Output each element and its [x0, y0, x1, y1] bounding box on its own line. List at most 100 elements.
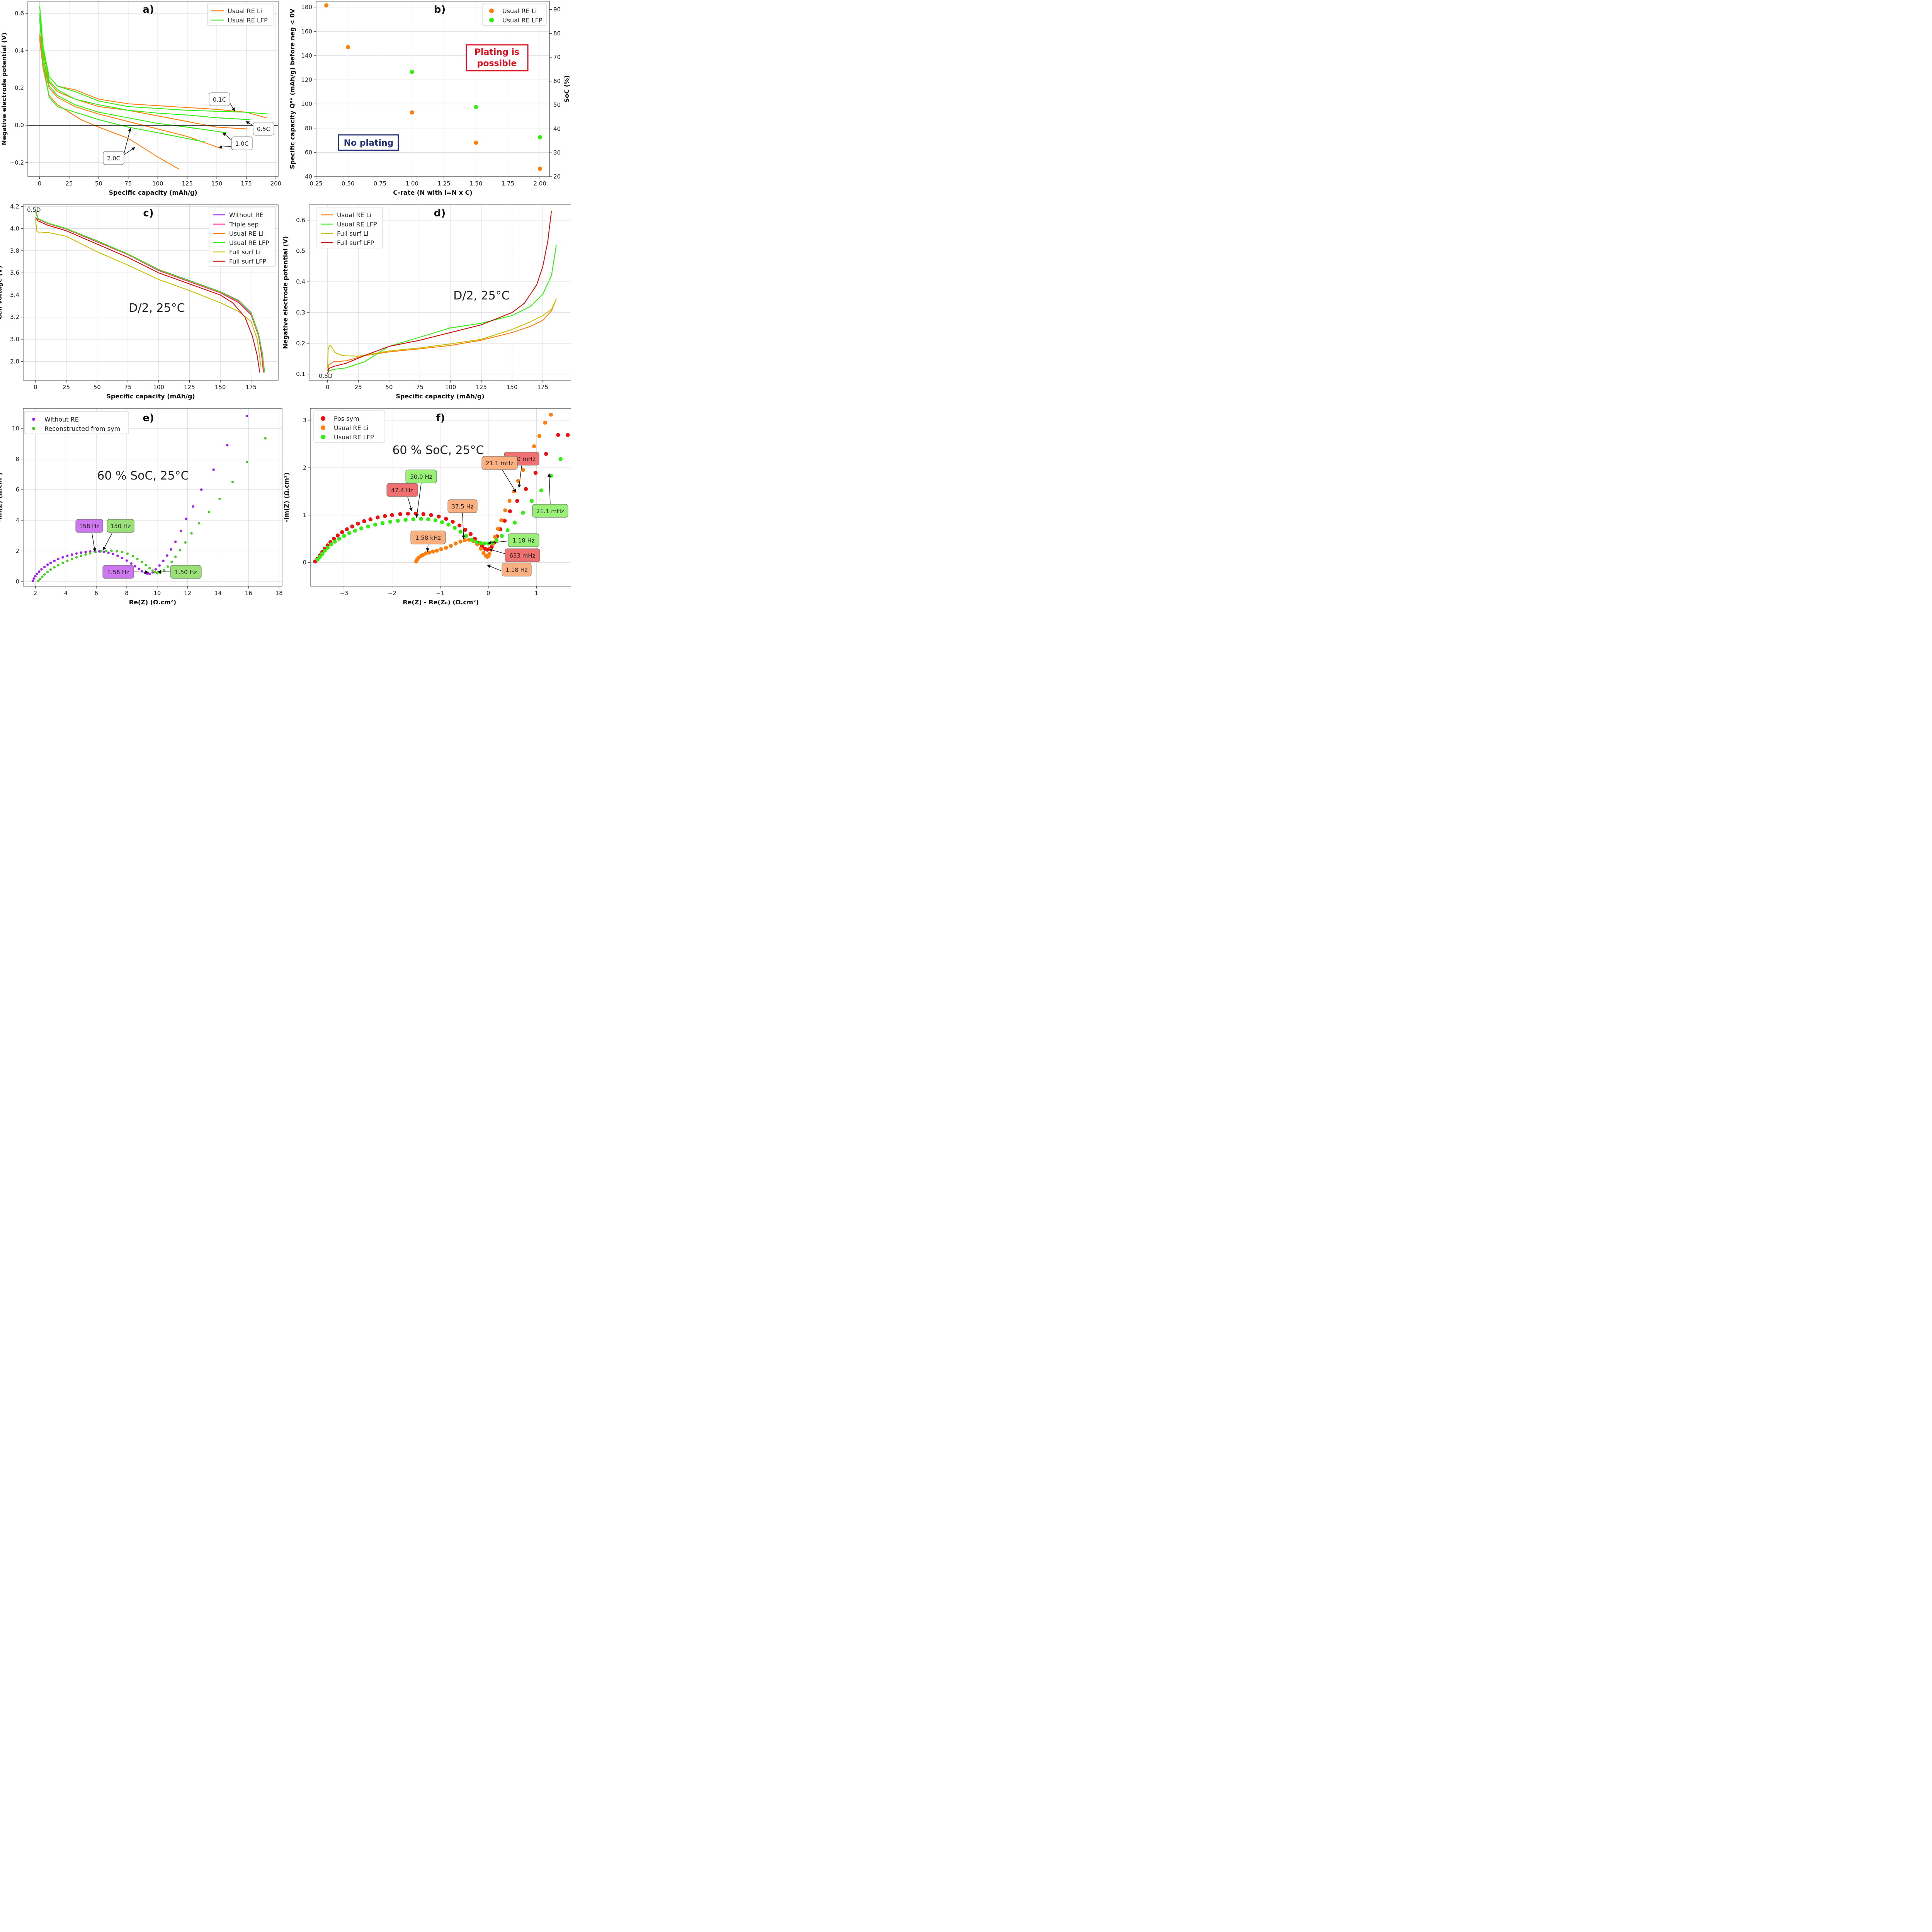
data-point — [543, 420, 547, 425]
series-line — [39, 6, 269, 115]
y-tick-label: 140 — [301, 52, 312, 59]
panel-f: −3 −2 −1 0 1 0 1 2 3 Re(Z) - Re(Z₀) (Ω.cm²) -Im(Z)… — [283, 408, 571, 606]
data-point — [406, 512, 410, 516]
data-point — [151, 571, 154, 574]
plot-frame — [27, 1, 279, 177]
x-tick-label: 125 — [184, 384, 195, 391]
data-point — [499, 518, 503, 522]
legend-marker — [321, 416, 325, 421]
data-point — [566, 433, 570, 437]
data-point — [421, 512, 425, 516]
x-tick-label: 12 — [184, 590, 191, 597]
data-point — [496, 527, 500, 531]
data-point — [145, 564, 147, 566]
data-point — [102, 550, 105, 553]
x-tick-label: 2.00 — [533, 180, 546, 187]
y-tick-label: 100 — [301, 100, 312, 107]
y-tick-label: 1 — [303, 512, 306, 519]
x-tick-label: 2 — [34, 590, 37, 597]
series-line — [39, 34, 267, 118]
x-axis-label: Specific capacity (mAh/g) — [109, 189, 197, 196]
data-point — [558, 457, 563, 461]
annotation-box — [410, 531, 446, 544]
annotation-arrowhead — [219, 145, 223, 149]
y-tick-label: 80 — [305, 125, 312, 132]
data-point — [449, 544, 453, 548]
data-point — [231, 481, 234, 483]
corner-label: 0.5D — [319, 372, 332, 379]
data-point — [37, 579, 40, 582]
series-line — [327, 245, 557, 374]
panel-d: 0 25 50 75 100 125 150 175 0.1 0.2 0.3 0.4 0.5 0.6 Spe… — [282, 204, 571, 400]
data-point — [170, 561, 173, 563]
x-tick-label: 100 — [152, 180, 163, 187]
data-point — [84, 553, 87, 556]
legend-label: Full surf Li — [229, 248, 261, 256]
y2-tick-label: 20 — [553, 173, 561, 180]
legend-marker — [489, 9, 494, 13]
data-point — [452, 526, 457, 530]
x-tick-label: 100 — [445, 384, 456, 391]
panel-letter: b) — [434, 4, 446, 15]
data-point — [503, 508, 507, 512]
data-point — [125, 559, 128, 562]
data-point — [532, 444, 536, 449]
data-point — [335, 533, 340, 537]
data-point — [494, 538, 499, 543]
data-point — [427, 550, 431, 555]
data-point — [544, 452, 548, 456]
data-point — [478, 546, 483, 551]
y-tick-label: 0.4 — [296, 278, 305, 285]
data-point — [163, 569, 165, 571]
data-point — [533, 471, 538, 475]
legend-label: Usual RE Li — [334, 424, 368, 432]
data-point — [49, 561, 52, 564]
data-point — [121, 551, 124, 554]
annotation-arrowhead — [547, 473, 551, 477]
series-line — [35, 218, 262, 367]
y-tick-label: 0.2 — [296, 340, 305, 347]
data-point — [66, 560, 69, 562]
data-point — [515, 499, 519, 503]
data-point — [383, 514, 387, 518]
data-point — [419, 517, 423, 521]
annotation-arrow — [462, 513, 464, 539]
data-point — [136, 558, 139, 560]
data-point — [487, 552, 492, 556]
data-point — [457, 523, 462, 528]
x-axis-label: Specific capacity (mAh/g) — [396, 393, 484, 400]
no-plating-box — [338, 134, 399, 151]
data-point — [148, 573, 151, 575]
data-point — [478, 541, 483, 545]
annotation-box — [532, 504, 568, 518]
data-point — [398, 512, 403, 516]
annotation-arrowhead — [131, 147, 135, 151]
legend-label: Usual RE Li — [228, 7, 262, 15]
x-tick-label: 125 — [182, 180, 193, 187]
legend-label: Full surf Li — [337, 230, 369, 237]
y2-tick-label: 70 — [553, 54, 561, 61]
annotation-box — [502, 563, 532, 577]
series-line — [327, 298, 557, 368]
plot-frame — [23, 408, 282, 587]
data-point — [61, 561, 64, 564]
data-point — [373, 522, 378, 527]
data-point — [80, 554, 82, 557]
legend-marker — [32, 427, 35, 430]
x-tick-label: 150 — [507, 384, 518, 391]
data-point — [403, 518, 408, 522]
y-tick-label: 180 — [301, 4, 312, 11]
legend-label: Usual RE Li — [337, 211, 371, 219]
corner-label: 0.5D — [27, 206, 41, 213]
annotation-arrowhead — [513, 488, 516, 493]
y2-tick-label: 90 — [553, 6, 561, 13]
data-point — [458, 539, 463, 544]
y-axis-label: Specific capacity Q⁰ᵛ (mAh/g) before neg… — [289, 9, 296, 169]
annotation-arrow — [549, 473, 551, 505]
data-point — [315, 558, 320, 562]
annotation-arrowhead — [489, 548, 493, 552]
data-point — [451, 519, 455, 524]
x-tick-label: 25 — [63, 384, 70, 391]
x-tick-label: 6 — [94, 590, 98, 597]
data-point — [346, 45, 350, 49]
